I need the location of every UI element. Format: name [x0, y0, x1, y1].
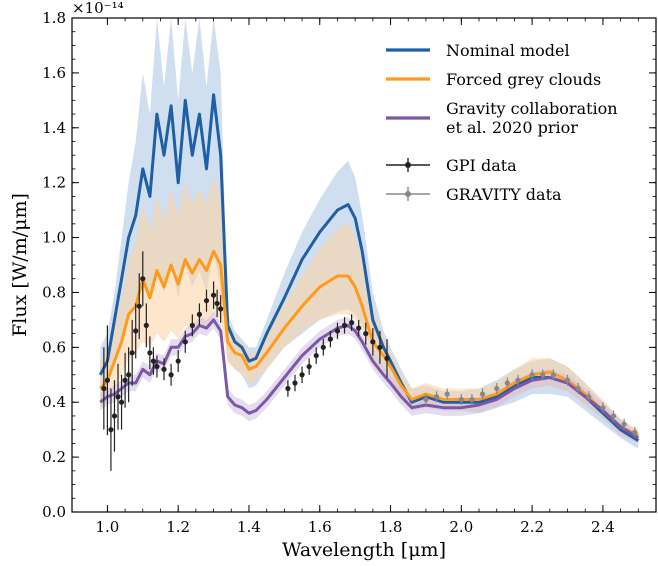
gpi-data-point: [140, 276, 146, 282]
axis-ticks: 1.0 1.2 1.4 1.6 1.8 2.0 2.2 2.4 0.0 0.2 0.4 0.6 0.8 1…: [42, 9, 656, 536]
gravity-data-point: [433, 394, 440, 400]
gpi-data-point: [115, 394, 121, 400]
gpi-data-point: [356, 325, 362, 331]
gravity-data-point: [600, 405, 606, 411]
gpi-data-point: [182, 339, 188, 345]
y-tick-label: 1.0: [42, 229, 66, 247]
legend-label-gpi-data: GPI data: [446, 156, 517, 175]
x-tick-label: 1.2: [166, 518, 190, 536]
gpi-data-point: [129, 350, 135, 356]
gpi-data-point: [285, 385, 291, 392]
x-tick-label: 2.2: [520, 518, 544, 536]
gpi-data-point: [341, 322, 348, 328]
x-tick-label: 1.0: [95, 518, 119, 536]
gpi-data-point: [189, 322, 195, 328]
y-tick-label: 0.0: [42, 503, 66, 521]
gpi-data-point: [292, 380, 298, 386]
y-tick-label: 1.2: [42, 174, 66, 192]
gpi-data-point: [133, 328, 139, 334]
x-tick-label: 1.8: [379, 518, 403, 536]
x-axis-label: Wavelength [μm]: [282, 539, 446, 561]
y-tick-label: 0.2: [42, 448, 66, 466]
legend-label-nominal-model: Nominal model: [446, 41, 570, 60]
gpi-data-point: [377, 344, 383, 350]
y-tick-label: 0.8: [42, 283, 66, 301]
gpi-data-point: [104, 377, 110, 383]
gpi-data-point: [299, 372, 305, 378]
gravity-data-point: [494, 385, 500, 392]
gpi-data-point: [384, 355, 390, 361]
gravity-data-point: [632, 429, 638, 436]
gpi-data-point: [161, 366, 167, 372]
gpi-data-point: [111, 413, 118, 419]
gpi-data-point: [122, 377, 128, 383]
gravity-data-point: [504, 380, 510, 386]
legend-label-line2-gravity-collaboration: et al. 2020 prior: [446, 118, 578, 137]
gpi-data-point: [313, 352, 319, 359]
gpi-data-point: [363, 331, 369, 337]
legend-swatch-dot-gpi-data: [405, 162, 411, 168]
gravity-data-point: [564, 377, 571, 383]
gpi-data-point: [210, 292, 217, 298]
gpi-data-point: [370, 339, 376, 345]
y-tick-label: 1.4: [42, 119, 66, 137]
y-tick-label: 1.6: [42, 64, 66, 82]
y-tick-label: 0.4: [42, 393, 66, 411]
gpi-data-point: [136, 303, 142, 309]
gpi-data-point: [218, 306, 224, 312]
gpi-data-point: [334, 328, 341, 334]
gpi-data-point: [168, 372, 174, 378]
y-tick-label: 0.6: [42, 338, 66, 356]
gpi-data-point: [154, 363, 160, 370]
gpi-data-point: [118, 399, 125, 405]
x-tick-label: 2.4: [591, 518, 615, 536]
gpi-data-point: [196, 311, 203, 317]
gpi-data-point: [108, 427, 114, 433]
y-axis-label: Flux [W/m/μm]: [9, 193, 31, 337]
line-nominal-model: [98, 93, 640, 442]
gravity-data-point: [540, 372, 546, 378]
legend-swatch-dot-gravity-data: [405, 191, 411, 197]
gpi-data-point: [320, 344, 326, 350]
gravity-data-point: [479, 391, 486, 397]
gravity-data-point: [550, 372, 556, 378]
band-forced-grey-clouds: [100, 177, 639, 444]
x-tick-label: 2.0: [449, 518, 473, 536]
gpi-data-point: [306, 363, 312, 370]
gpi-data-point: [126, 372, 132, 378]
legend: Nominal model Forced grey clouds Gravity c…: [386, 41, 618, 204]
gpi-data-point: [327, 336, 333, 342]
line-forced-grey-clouds: [99, 249, 639, 437]
gpi-data-point: [349, 320, 355, 326]
gravity-data-point: [575, 385, 581, 392]
gpi-data-point: [203, 298, 210, 304]
gpi-data-point: [150, 358, 157, 364]
band-gravity-collaboration-et-al-2020-prior: [100, 311, 639, 444]
y-tick-label: 1.8: [42, 9, 66, 27]
gpi-data-point: [214, 300, 220, 307]
y-scale-label: ×10⁻¹⁴: [72, 0, 124, 17]
legend-label-gravity-data: GRAVITY data: [446, 185, 562, 204]
legend-label-forced-grey-clouds: Forced grey clouds: [446, 70, 601, 89]
x-tick-label: 1.4: [237, 518, 261, 536]
gravity-data-point: [423, 396, 429, 403]
gpi-data-point: [147, 350, 153, 356]
gravity-data-point: [610, 413, 617, 419]
legend-label-gravity-collaboration: Gravity collaboration: [446, 99, 618, 118]
gravity-data-point: [586, 394, 592, 400]
data-points: [101, 251, 638, 471]
gravity-data-point: [458, 396, 464, 403]
x-tick-label: 1.6: [308, 518, 332, 536]
gpi-data-point: [143, 322, 149, 328]
gpi-data-point: [175, 358, 181, 364]
gravity-data-point: [515, 377, 521, 383]
gpi-data-point: [101, 385, 107, 392]
gravity-data-point: [469, 396, 475, 403]
gravity-data-point: [444, 391, 450, 397]
gravity-data-point: [529, 372, 535, 378]
gravity-data-point: [621, 421, 627, 427]
